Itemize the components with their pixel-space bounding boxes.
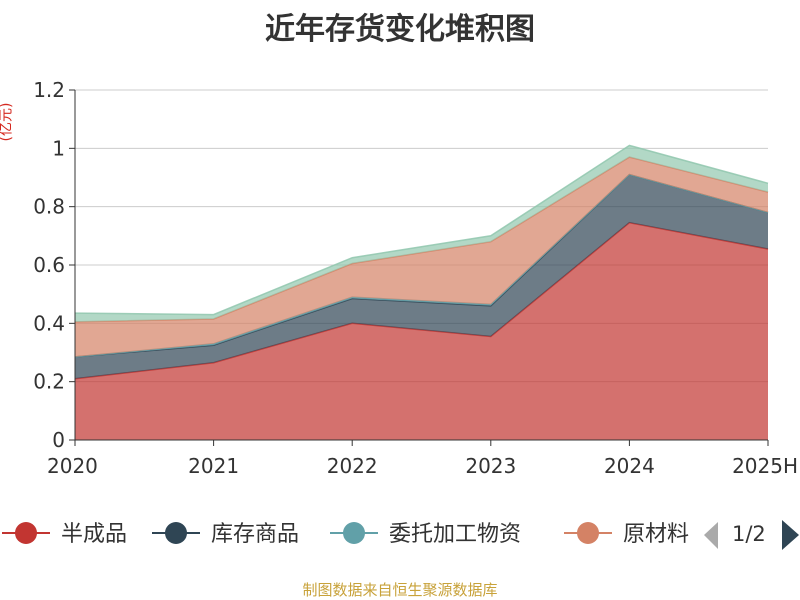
y-tick-label: 0.6 xyxy=(33,253,65,277)
legend-item[interactable]: 委托加工物资 xyxy=(330,522,521,547)
y-tick-label: 0.2 xyxy=(33,370,65,394)
y-tick-label: 1.2 xyxy=(33,78,65,102)
axes: 0 0.2 0.4 0.6 0.8 1 1.2 2020 2021 2022 2023 2024 202… xyxy=(33,78,798,478)
legend-marker xyxy=(15,522,37,544)
area-series-1 xyxy=(75,222,768,440)
legend-label: 半成品 xyxy=(61,522,127,547)
x-tick-label: 2025H xyxy=(732,454,798,478)
area-series-4 xyxy=(75,157,768,357)
legend[interactable]: 半成品 库存商品 委托加工物资 原材料 xyxy=(2,522,689,547)
legend-item[interactable]: 原材料 xyxy=(564,522,689,547)
series-line-5 xyxy=(74,144,769,316)
triangle-left-icon[interactable] xyxy=(704,522,718,549)
x-tick-label: 2021 xyxy=(188,454,239,478)
legend-marker xyxy=(343,522,365,544)
legend-label: 原材料 xyxy=(623,522,689,547)
legend-marker xyxy=(577,522,599,544)
y-tick-label: 0.8 xyxy=(33,195,65,219)
x-tick-label: 2022 xyxy=(327,454,378,478)
chart-title: 近年存货变化堆积图 xyxy=(265,12,535,47)
y-tick-label: 1 xyxy=(52,136,65,160)
y-tick-label: 0.4 xyxy=(33,311,65,335)
legend-item[interactable]: 库存商品 xyxy=(152,522,299,547)
legend-item[interactable]: 半成品 xyxy=(2,522,127,547)
legend-pager[interactable]: 1/2 xyxy=(704,520,799,550)
y-tick-label: 0 xyxy=(52,428,65,452)
area-series-2 xyxy=(75,174,768,379)
x-tick-label: 2023 xyxy=(465,454,516,478)
pager-text: 1/2 xyxy=(732,522,766,546)
legend-label: 委托加工物资 xyxy=(389,522,521,547)
area-series xyxy=(74,144,769,440)
legend-marker xyxy=(165,522,187,544)
data-source-note: 制图数据来自恒生聚源数据库 xyxy=(302,581,498,599)
x-tick-label: 2024 xyxy=(604,454,655,478)
triangle-right-icon[interactable] xyxy=(782,520,799,550)
legend-label: 库存商品 xyxy=(211,522,299,547)
x-tick-label: 2020 xyxy=(47,454,98,478)
